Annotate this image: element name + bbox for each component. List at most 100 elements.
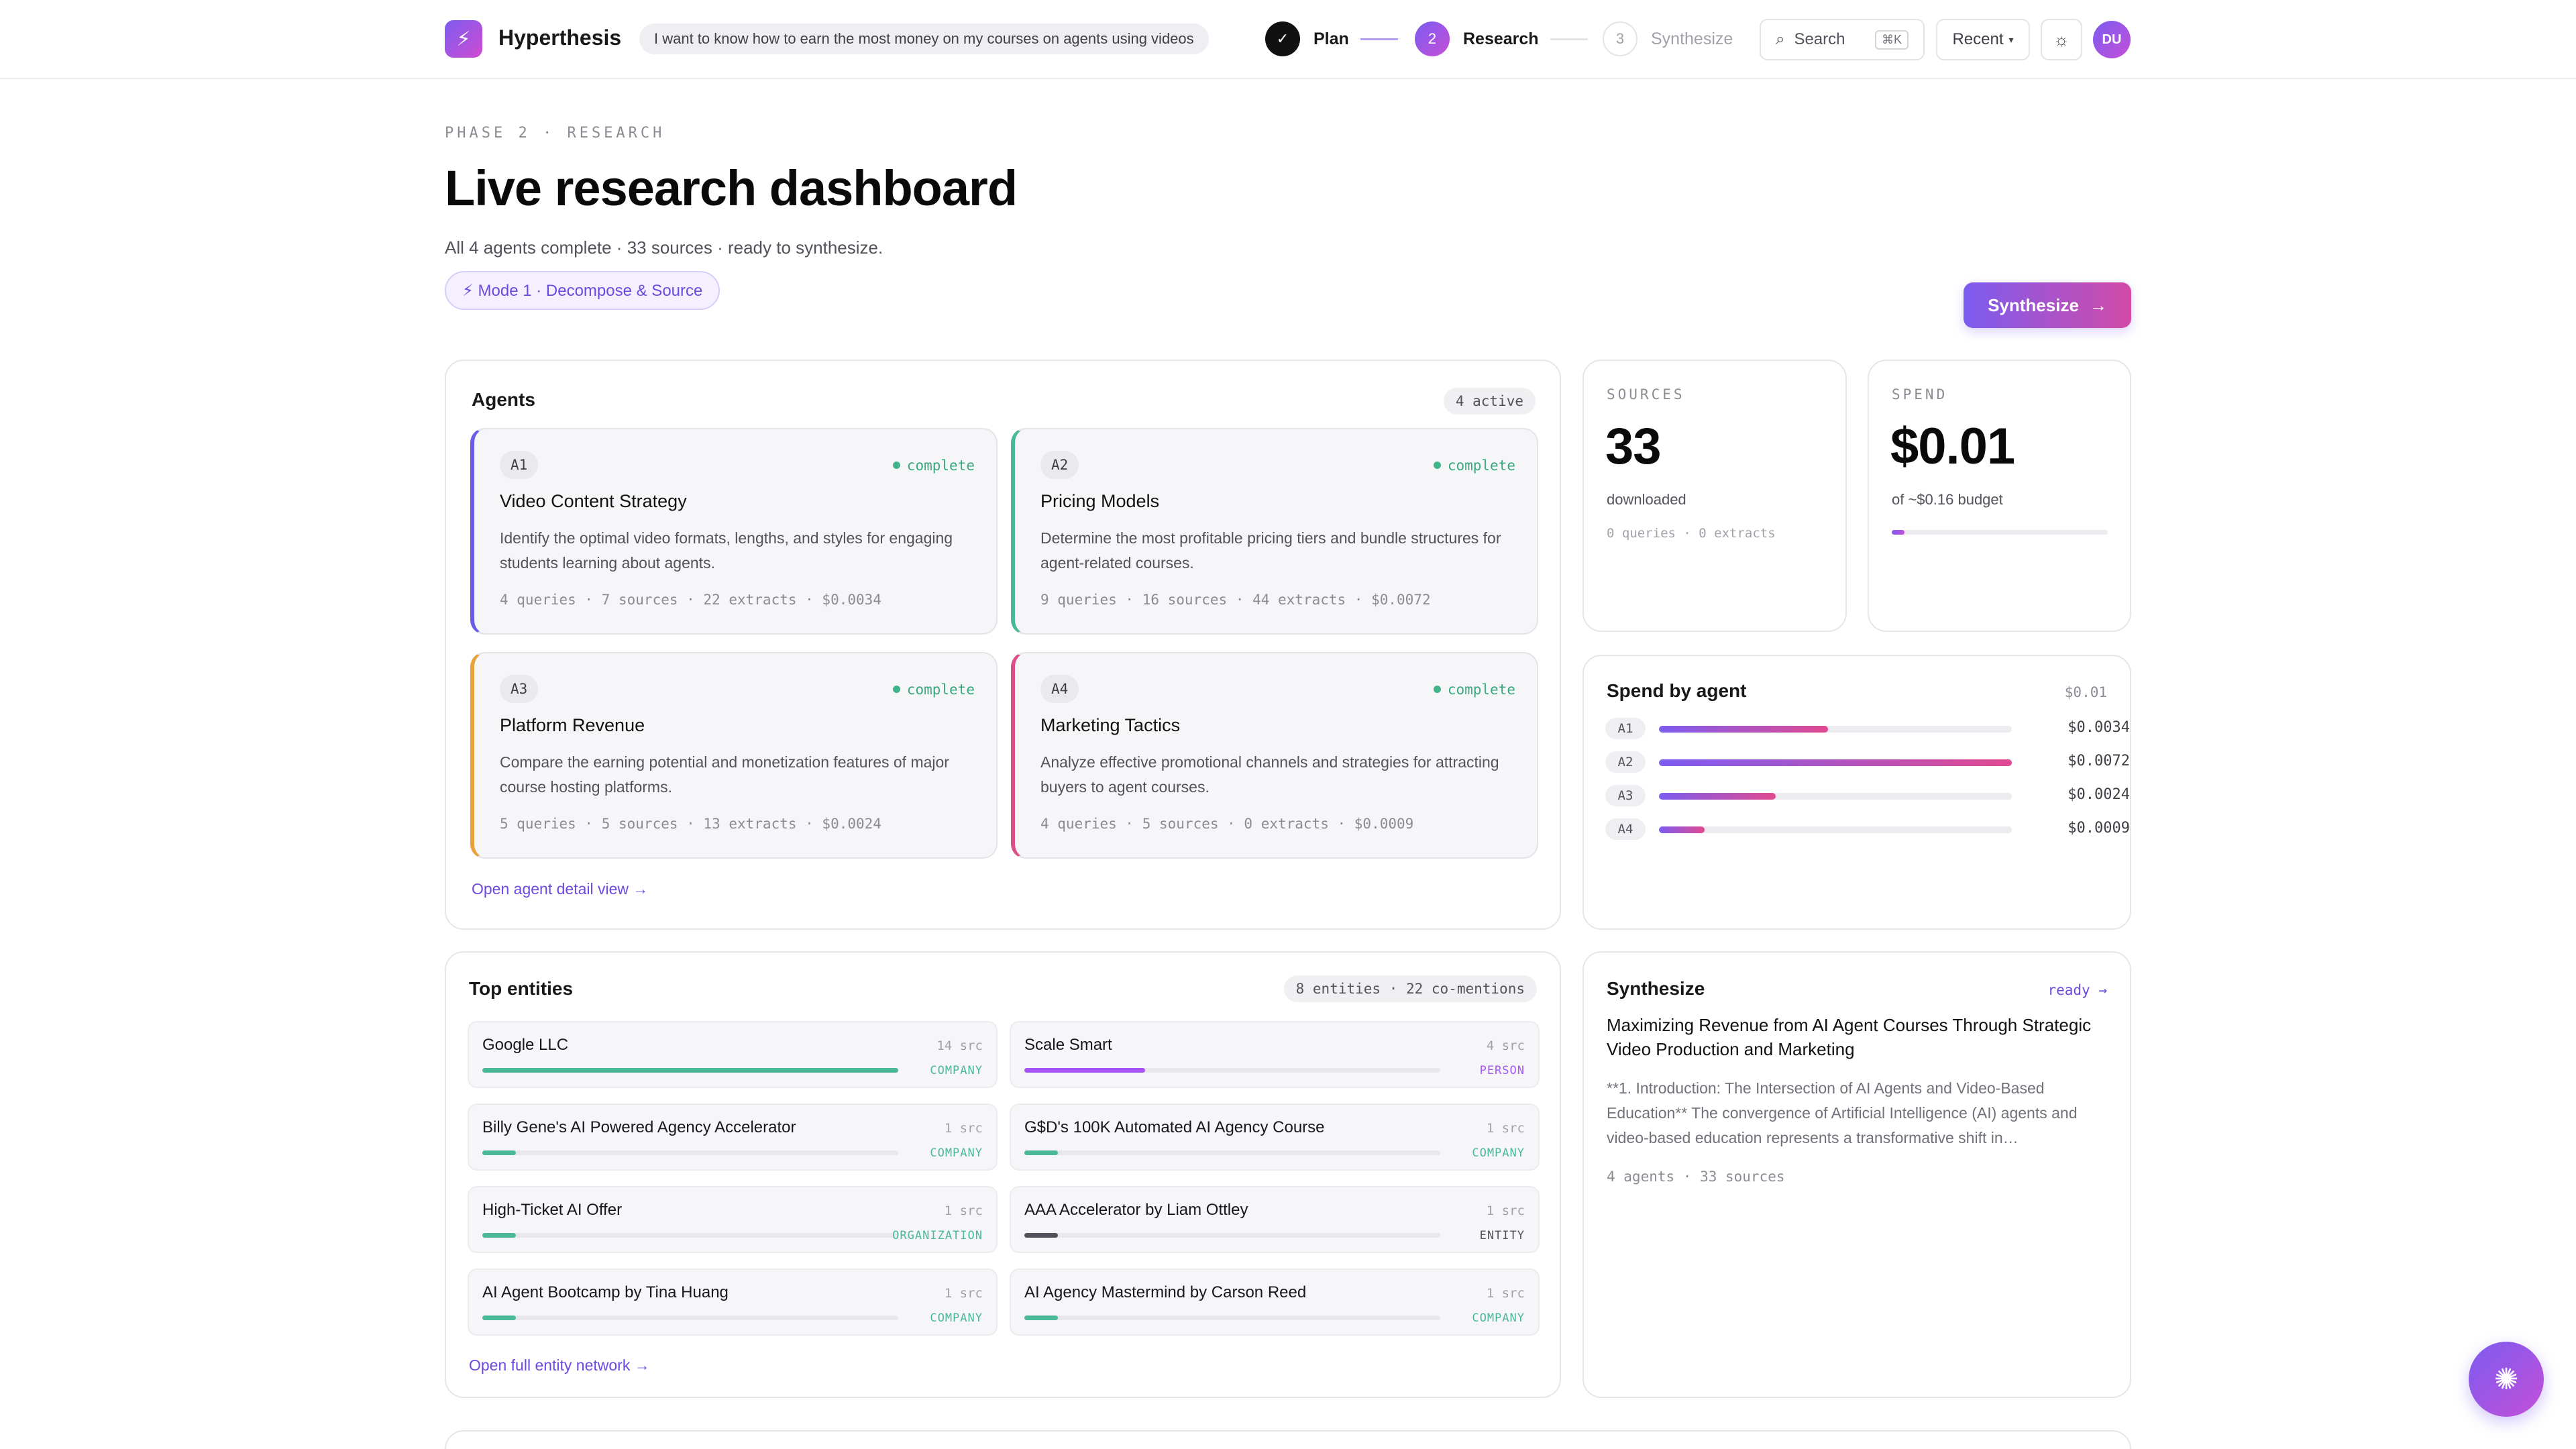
- sources-label: SOURCES: [1607, 386, 1685, 402]
- lightning-icon[interactable]: ⚡: [445, 20, 482, 58]
- agent-name: Marketing Tactics: [1040, 715, 1181, 735]
- entity-item[interactable]: Google LLC 14 src COMPANY: [468, 1021, 998, 1088]
- entity-type: PERSON: [1479, 1064, 1525, 1077]
- step-research[interactable]: 2 Research: [1415, 20, 1539, 58]
- avatar[interactable]: DU: [2093, 21, 2131, 58]
- step-synthesize[interactable]: 3 Synthesize: [1603, 20, 1733, 58]
- spend-bar-fill: [1659, 826, 1705, 833]
- entity-bar-fill: [1024, 1150, 1058, 1155]
- brand-name[interactable]: Hyperthesis: [498, 25, 622, 50]
- agent-card-a1[interactable]: A1 complete Video Content Strategy Ident…: [470, 428, 998, 635]
- status-badge: complete: [892, 458, 975, 474]
- entity-source-count: 1 src: [1486, 1286, 1525, 1301]
- spend-total: $0.01: [2064, 684, 2107, 700]
- query-chip[interactable]: I want to know how to earn the most mone…: [639, 23, 1209, 54]
- entity-source-count: 1 src: [944, 1121, 983, 1136]
- phase-eyebrow: PHASE 2 · RESEARCH: [445, 125, 665, 142]
- entity-bar-fill: [482, 1068, 898, 1073]
- mode-chip[interactable]: ⚡ Mode 1 · Decompose & Source: [445, 271, 720, 310]
- entity-item[interactable]: G$D's 100K Automated AI Agency Course 1 …: [1010, 1104, 1540, 1171]
- entity-name: AI Agent Bootcamp by Tina Huang: [482, 1283, 729, 1301]
- agent-card-a3[interactable]: A3 complete Platform Revenue Compare the…: [470, 652, 998, 859]
- spend-row-a3: A3 $0.0024: [1605, 782, 2130, 809]
- spend-bar-fill: [1659, 726, 1829, 733]
- status-badge: complete: [1433, 458, 1515, 474]
- agent-id: A3: [500, 675, 539, 703]
- agent-description: Identify the optimal video formats, leng…: [500, 529, 953, 572]
- spend-amount: $0.0024: [2068, 786, 2130, 803]
- entities-panel: Top entities 8 entities · 22 co-mentions…: [445, 951, 1561, 1398]
- sources-sub: downloaded: [1607, 491, 1686, 508]
- step-synthesize-number: 3: [1603, 21, 1638, 56]
- entity-item[interactable]: Scale Smart 4 src PERSON: [1010, 1021, 1540, 1088]
- status-dot-icon: [892, 462, 900, 469]
- page-subtitle: All 4 agents complete · 33 sources · rea…: [445, 237, 883, 258]
- agent-stats: 4 queries · 5 sources · 0 extracts · $0.…: [1040, 816, 1414, 832]
- sparkle-icon[interactable]: ✺: [2469, 1342, 2544, 1417]
- entity-name: AI Agency Mastermind by Carson Reed: [1024, 1283, 1307, 1301]
- entity-item[interactable]: High-Ticket AI Offer 1 src ORGANIZATION: [468, 1186, 998, 1253]
- spend-amount: $0.0034: [2068, 719, 2130, 736]
- agent-tag: A2: [1605, 751, 1646, 773]
- step-connector: [1360, 38, 1398, 40]
- synthesize-button[interactable]: Synthesize →: [1964, 282, 2131, 328]
- entity-source-count: 1 src: [1486, 1203, 1525, 1218]
- entities-count-badge: 8 entities · 22 co-mentions: [1283, 975, 1537, 1002]
- entity-source-count: 1 src: [944, 1286, 983, 1301]
- entity-item[interactable]: AI Agency Mastermind by Carson Reed 1 sr…: [1010, 1269, 1540, 1336]
- entity-item[interactable]: AAA Accelerator by Liam Ottley 1 src ENT…: [1010, 1186, 1540, 1253]
- open-entity-network-link[interactable]: Open full entity network →: [469, 1356, 650, 1374]
- spend-label: SPEND: [1892, 386, 1948, 402]
- spend-bar-fill: [1659, 793, 1776, 800]
- synthesize-panel: Synthesize ready → Maximizing Revenue fr…: [1582, 951, 2131, 1398]
- entity-bar: [482, 1316, 898, 1320]
- entity-item[interactable]: AI Agent Bootcamp by Tina Huang 1 src CO…: [468, 1269, 998, 1336]
- shortcut-hint: ⌘K: [1874, 30, 1909, 50]
- budget-bar-fill: [1892, 530, 1905, 535]
- entity-name: G$D's 100K Automated AI Agency Course: [1024, 1118, 1325, 1136]
- spend-row-a2: A2 $0.0072: [1605, 749, 2130, 775]
- spend-bar: [1659, 726, 2012, 733]
- search-button[interactable]: ⌕ Search ⌘K: [1760, 19, 1925, 60]
- spend-bar: [1659, 793, 2012, 800]
- open-agent-detail-link[interactable]: Open agent detail view →: [472, 880, 649, 898]
- sun-icon[interactable]: ☼: [2041, 19, 2082, 60]
- agent-description: Determine the most profitable pricing ti…: [1040, 529, 1501, 572]
- entity-name: Billy Gene's AI Powered Agency Accelerat…: [482, 1118, 796, 1136]
- step-research-number: 2: [1415, 21, 1450, 56]
- entity-type: COMPANY: [930, 1146, 983, 1160]
- spend-row-a1: A1 $0.0034: [1605, 715, 2130, 742]
- step-plan[interactable]: ✓ Plan: [1265, 20, 1349, 58]
- entity-item[interactable]: Billy Gene's AI Powered Agency Accelerat…: [468, 1104, 998, 1171]
- step-connector: [1550, 38, 1588, 40]
- entity-type: COMPANY: [1472, 1311, 1525, 1325]
- spend-sub: of ~$0.16 budget: [1892, 491, 2003, 508]
- agent-card-a2[interactable]: A2 complete Pricing Models Determine the…: [1011, 428, 1538, 635]
- synthesize-ready-link[interactable]: ready →: [2047, 982, 2107, 998]
- status-badge: complete: [1433, 682, 1515, 698]
- report-title: Maximizing Revenue from AI Agent Courses…: [1607, 1015, 2092, 1059]
- entity-bar: [1024, 1068, 1440, 1073]
- sources-value: 33: [1605, 418, 1662, 475]
- spend-card: SPEND $0.01 of ~$0.16 budget: [1868, 360, 2131, 632]
- spend-amount: $0.0072: [2068, 753, 2130, 769]
- entity-bar: [1024, 1150, 1440, 1155]
- chevron-down-icon: ▾: [2008, 34, 2014, 45]
- agent-card-a4[interactable]: A4 complete Marketing Tactics Analyze ef…: [1011, 652, 1538, 859]
- entity-bar-fill: [482, 1233, 516, 1238]
- next-panel: [445, 1430, 2131, 1449]
- entity-bar: [482, 1233, 898, 1238]
- entity-bar: [1024, 1316, 1440, 1320]
- step-research-label: Research: [1463, 29, 1539, 48]
- entity-source-count: 14 src: [936, 1038, 983, 1053]
- entity-type: ORGANIZATION: [892, 1229, 983, 1242]
- recent-label: Recent: [1952, 30, 2004, 48]
- recent-dropdown[interactable]: Recent ▾: [1936, 19, 2030, 60]
- top-bar: ⚡ Hyperthesis I want to know how to earn…: [0, 0, 2576, 79]
- spend-by-agent-panel: Spend by agent $0.01 A1 $0.0034 A2 $0.00…: [1582, 655, 2131, 930]
- agents-panel-title: Agents: [472, 389, 535, 410]
- arrow-right-icon: →: [2089, 294, 2107, 315]
- sources-card: SOURCES 33 downloaded 0 queries · 0 extr…: [1582, 360, 1847, 632]
- entity-name: High-Ticket AI Offer: [482, 1201, 623, 1219]
- spend-value: $0.01: [1890, 418, 2015, 475]
